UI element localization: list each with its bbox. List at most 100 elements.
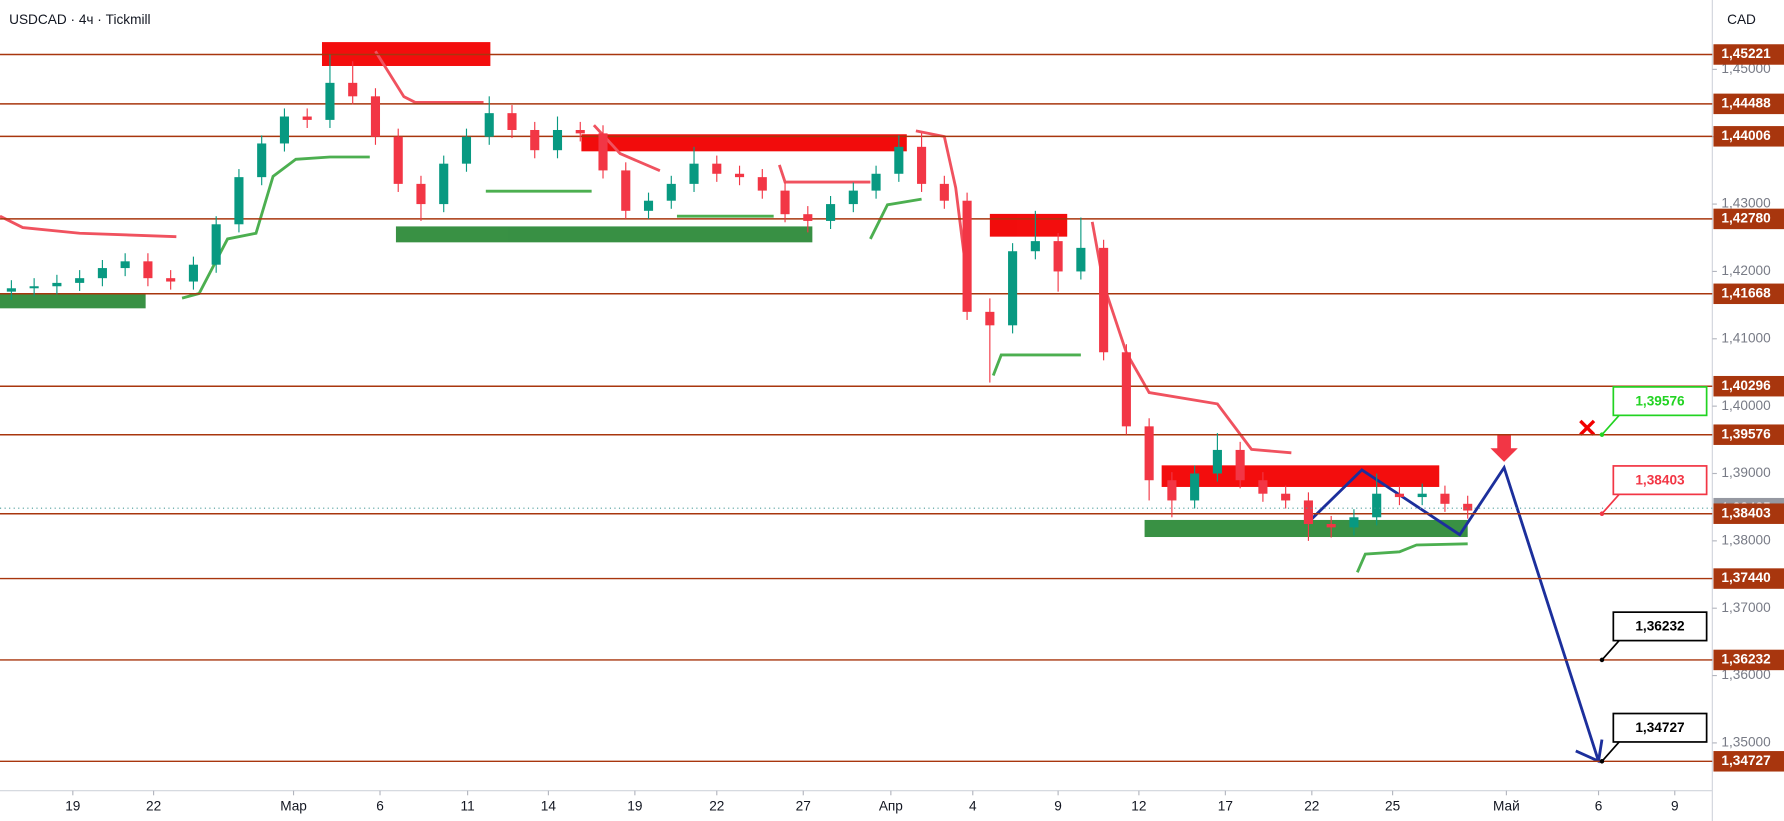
candle-body bbox=[211, 224, 221, 265]
callout-anchor bbox=[1599, 432, 1605, 437]
candle-body bbox=[143, 261, 153, 279]
level-label: 1,44488 bbox=[1721, 95, 1771, 110]
supply-zone bbox=[989, 213, 1068, 237]
x-tick-label: 9 bbox=[1054, 798, 1062, 813]
x-tick-label: 22 bbox=[1304, 798, 1319, 813]
level-box bbox=[1713, 751, 1784, 772]
supertrend-up bbox=[991, 353, 1081, 376]
candle-body bbox=[1463, 503, 1473, 511]
candle-body bbox=[188, 264, 198, 282]
x-tick-label: 19 bbox=[65, 798, 80, 813]
candle-body bbox=[234, 177, 244, 225]
invalidation-mark bbox=[1579, 419, 1596, 436]
supply-zone bbox=[1161, 465, 1440, 487]
supply-zone bbox=[581, 134, 907, 152]
level-box bbox=[1713, 283, 1784, 305]
zones bbox=[0, 42, 1468, 538]
candle-body bbox=[712, 163, 722, 174]
supertrend-down bbox=[374, 50, 484, 104]
candle-body bbox=[325, 82, 335, 120]
callout-anchor bbox=[1599, 511, 1605, 516]
candle-body bbox=[393, 136, 403, 184]
y-tick-label: 1,40000 bbox=[1721, 398, 1771, 413]
candle-body bbox=[348, 82, 358, 97]
projection-path bbox=[1310, 464, 1600, 762]
callout-label: 1,39576 bbox=[1635, 393, 1685, 408]
currency-label: CAD bbox=[1727, 12, 1756, 27]
level-label: 1,37440 bbox=[1721, 570, 1771, 585]
demand-zone bbox=[395, 226, 813, 243]
x-tick-label: 22 bbox=[709, 798, 724, 813]
candle-body bbox=[257, 143, 267, 178]
x-tick-label: 19 bbox=[627, 798, 642, 813]
candle-body bbox=[757, 177, 767, 191]
candle-body bbox=[120, 261, 130, 269]
callout-box bbox=[1612, 712, 1708, 743]
candle-body bbox=[1258, 480, 1268, 494]
candle-body bbox=[279, 116, 289, 144]
candle-body bbox=[689, 163, 699, 184]
candle-body bbox=[1008, 251, 1018, 326]
candle-body bbox=[370, 96, 381, 137]
level-label: 1,45221 bbox=[1721, 46, 1771, 61]
candle-body bbox=[6, 288, 16, 292]
level-label: 1,36232 bbox=[1721, 652, 1771, 667]
candle-body bbox=[302, 116, 312, 120]
sell-arrow bbox=[1490, 434, 1518, 462]
y-tick-label: 1,35000 bbox=[1721, 735, 1771, 750]
callout-label: 1,36232 bbox=[1635, 619, 1685, 634]
chart-title: USDCAD · 4ч · Tickmill bbox=[9, 12, 151, 27]
candle-body bbox=[1394, 493, 1404, 498]
candle-body bbox=[1190, 473, 1200, 501]
y-tick-label: 1,36000 bbox=[1721, 667, 1771, 682]
x-tick-label: Апр bbox=[879, 798, 903, 813]
y-tick-label: 1,45000 bbox=[1721, 61, 1771, 76]
candle-body bbox=[97, 268, 107, 279]
candle-body bbox=[1144, 426, 1154, 481]
level-label: 1,39576 bbox=[1721, 426, 1771, 441]
y-tick-label: 1,43000 bbox=[1721, 196, 1771, 211]
x-tick-label: 27 bbox=[796, 798, 811, 813]
candle-body bbox=[552, 129, 563, 151]
level-label: 1,38403 bbox=[1721, 505, 1771, 520]
x-tick-label: 4 bbox=[969, 798, 977, 813]
level-label: 1,44006 bbox=[1721, 128, 1771, 143]
y-tick-label: 1,38000 bbox=[1721, 532, 1771, 547]
callout-box bbox=[1612, 465, 1708, 496]
candle-body bbox=[848, 190, 858, 205]
candle-body bbox=[29, 286, 39, 289]
callout-box bbox=[1612, 386, 1708, 417]
supertrend-down bbox=[778, 164, 871, 184]
candle-body bbox=[1167, 480, 1177, 501]
candle-body bbox=[939, 183, 949, 201]
level-box bbox=[1713, 649, 1784, 671]
candle-body bbox=[530, 129, 540, 151]
callout-label: 1,34727 bbox=[1635, 720, 1684, 735]
x-tick-label: 22 bbox=[146, 798, 161, 813]
candle-body bbox=[1372, 493, 1382, 518]
y-tick-label: 1,37000 bbox=[1721, 600, 1771, 615]
x-tick-label: 12 bbox=[1131, 798, 1146, 813]
candle-body bbox=[439, 163, 449, 205]
candle-body bbox=[1417, 493, 1427, 498]
candle-body bbox=[826, 204, 836, 221]
callout-box bbox=[1612, 611, 1708, 642]
candle-body bbox=[1349, 517, 1359, 528]
candle-body bbox=[507, 113, 517, 130]
candle-body bbox=[1303, 500, 1313, 525]
candle-body bbox=[575, 129, 585, 134]
candle-body bbox=[484, 113, 494, 137]
candle-body bbox=[1076, 247, 1086, 272]
supertrend-down bbox=[0, 214, 177, 239]
x-tick-label: 6 bbox=[1595, 798, 1603, 813]
candle-body bbox=[1326, 524, 1336, 528]
candle-body bbox=[75, 278, 85, 283]
y-tick-label: 1,41000 bbox=[1721, 330, 1771, 345]
level-box bbox=[1713, 424, 1784, 445]
x-tick-label: 6 bbox=[376, 798, 384, 813]
y-tick-label: 1,39000 bbox=[1721, 465, 1771, 480]
level-box bbox=[1713, 93, 1784, 115]
level-label: 1,42780 bbox=[1721, 211, 1771, 226]
